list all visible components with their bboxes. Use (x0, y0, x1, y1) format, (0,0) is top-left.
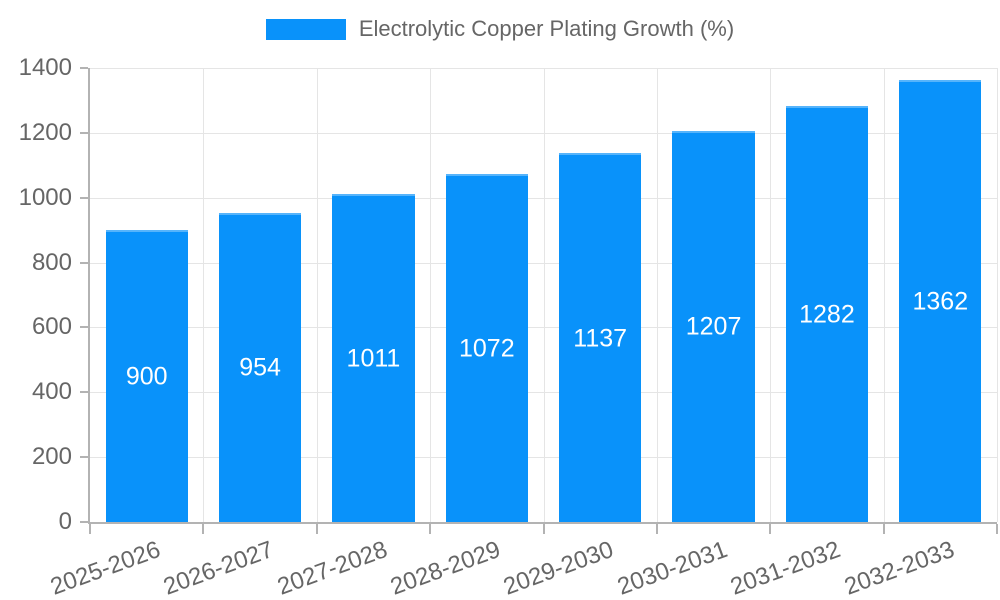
bar-value-label: 1072 (458, 334, 515, 363)
y-tick-mark (80, 67, 88, 69)
v-gridline (656, 68, 658, 522)
bar[interactable]: 1207 (672, 130, 755, 522)
x-axis-tick-label: 2027-2028 (273, 536, 391, 600)
x-tick-mark (882, 524, 885, 534)
x-axis-tick-label: 2026-2027 (160, 536, 278, 600)
x-axis-tick-label: 2029-2030 (500, 536, 618, 600)
bar[interactable]: 1362 (899, 80, 982, 522)
bar-value-label: 1011 (346, 344, 401, 373)
v-gridline (543, 68, 545, 522)
y-tick-mark (80, 261, 88, 264)
x-tick-mark (542, 524, 545, 534)
v-gridline (430, 68, 432, 522)
bar-value-label: 900 (125, 362, 168, 391)
bar-value-label: 954 (239, 353, 281, 382)
y-tick-mark (80, 521, 88, 523)
v-gridline (883, 68, 885, 522)
bar[interactable]: 1072 (445, 174, 528, 522)
bar-value-label: 1362 (912, 287, 969, 316)
y-tick-mark (80, 196, 88, 199)
y-tick-mark (80, 326, 88, 329)
x-axis-tick-label: 2031-2032 (727, 536, 845, 600)
y-axis-tick-label: 800 (31, 248, 72, 276)
y-axis-tick-label: 1400 (18, 54, 72, 81)
legend-label: Electrolytic Copper Plating Growth (%) (358, 16, 735, 41)
y-tick-mark (80, 131, 88, 134)
x-tick-mark (89, 524, 91, 534)
chart-legend[interactable]: Electrolytic Copper Plating Growth (%) (0, 16, 1000, 42)
x-axis-tick-label: 2028-2029 (386, 536, 505, 600)
x-tick-mark (655, 524, 658, 534)
y-tick-mark (80, 456, 88, 459)
y-axis-tick-label: 600 (31, 313, 72, 341)
bar-value-label: 1282 (799, 300, 855, 329)
v-gridline (770, 68, 772, 522)
bar[interactable]: 1282 (785, 106, 869, 522)
bar-value-label: 1137 (573, 324, 628, 353)
x-tick-mark (315, 524, 318, 534)
y-axis-tick-label: 1000 (18, 183, 72, 211)
x-axis-tick-label: 2032-2033 (840, 536, 958, 600)
v-gridline (203, 68, 205, 522)
y-tick-mark (80, 391, 88, 394)
bar[interactable]: 1137 (559, 153, 642, 522)
bar[interactable]: 1011 (332, 194, 415, 522)
y-axis-tick-label: 0 (58, 508, 72, 535)
x-axis-tick-label: 2030-2031 (613, 536, 731, 600)
v-gridline (997, 68, 998, 522)
v-gridline (316, 68, 318, 522)
bar-value-label: 1207 (685, 312, 742, 341)
x-tick-mark (769, 524, 772, 534)
bar[interactable]: 954 (218, 212, 302, 522)
y-axis-tick-label: 1200 (18, 118, 72, 146)
y-axis-tick-label: 400 (31, 378, 72, 406)
x-axis-tick-label: 2025-2026 (46, 536, 164, 600)
plot-area: 0 200 400 600 800 1000 1200 1400 900 2025-2026 954… (19, 54, 998, 600)
x-tick-mark (202, 524, 205, 534)
legend-swatch-icon (265, 18, 346, 40)
x-tick-mark (996, 524, 998, 534)
y-axis-tick-label: 200 (31, 443, 72, 471)
bar[interactable]: 900 (105, 230, 188, 522)
x-tick-mark (429, 524, 432, 534)
